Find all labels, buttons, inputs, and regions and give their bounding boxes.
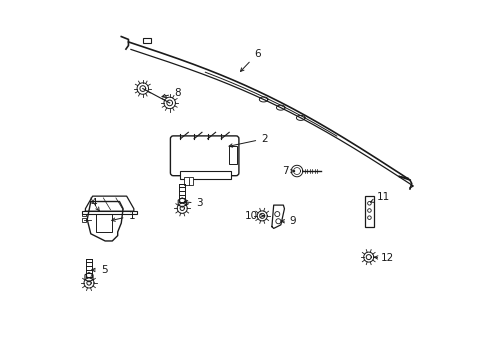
Text: 2: 2 (229, 134, 268, 147)
FancyBboxPatch shape (365, 196, 374, 226)
Text: 7: 7 (282, 166, 294, 176)
Text: 10: 10 (245, 211, 264, 221)
FancyBboxPatch shape (143, 39, 151, 43)
FancyBboxPatch shape (82, 219, 86, 222)
Text: 5: 5 (92, 265, 107, 275)
FancyBboxPatch shape (82, 211, 137, 214)
FancyBboxPatch shape (96, 212, 112, 232)
FancyBboxPatch shape (180, 171, 231, 179)
Text: 4: 4 (91, 198, 99, 211)
Text: 1: 1 (112, 211, 135, 221)
Text: 9: 9 (281, 216, 296, 226)
FancyBboxPatch shape (229, 146, 237, 164)
FancyBboxPatch shape (171, 136, 239, 176)
Text: 3: 3 (184, 198, 203, 208)
Text: 12: 12 (374, 253, 394, 263)
Text: 6: 6 (241, 49, 261, 71)
Text: 8: 8 (162, 88, 181, 98)
FancyBboxPatch shape (184, 177, 193, 185)
FancyBboxPatch shape (82, 212, 86, 216)
Text: 11: 11 (370, 192, 390, 202)
